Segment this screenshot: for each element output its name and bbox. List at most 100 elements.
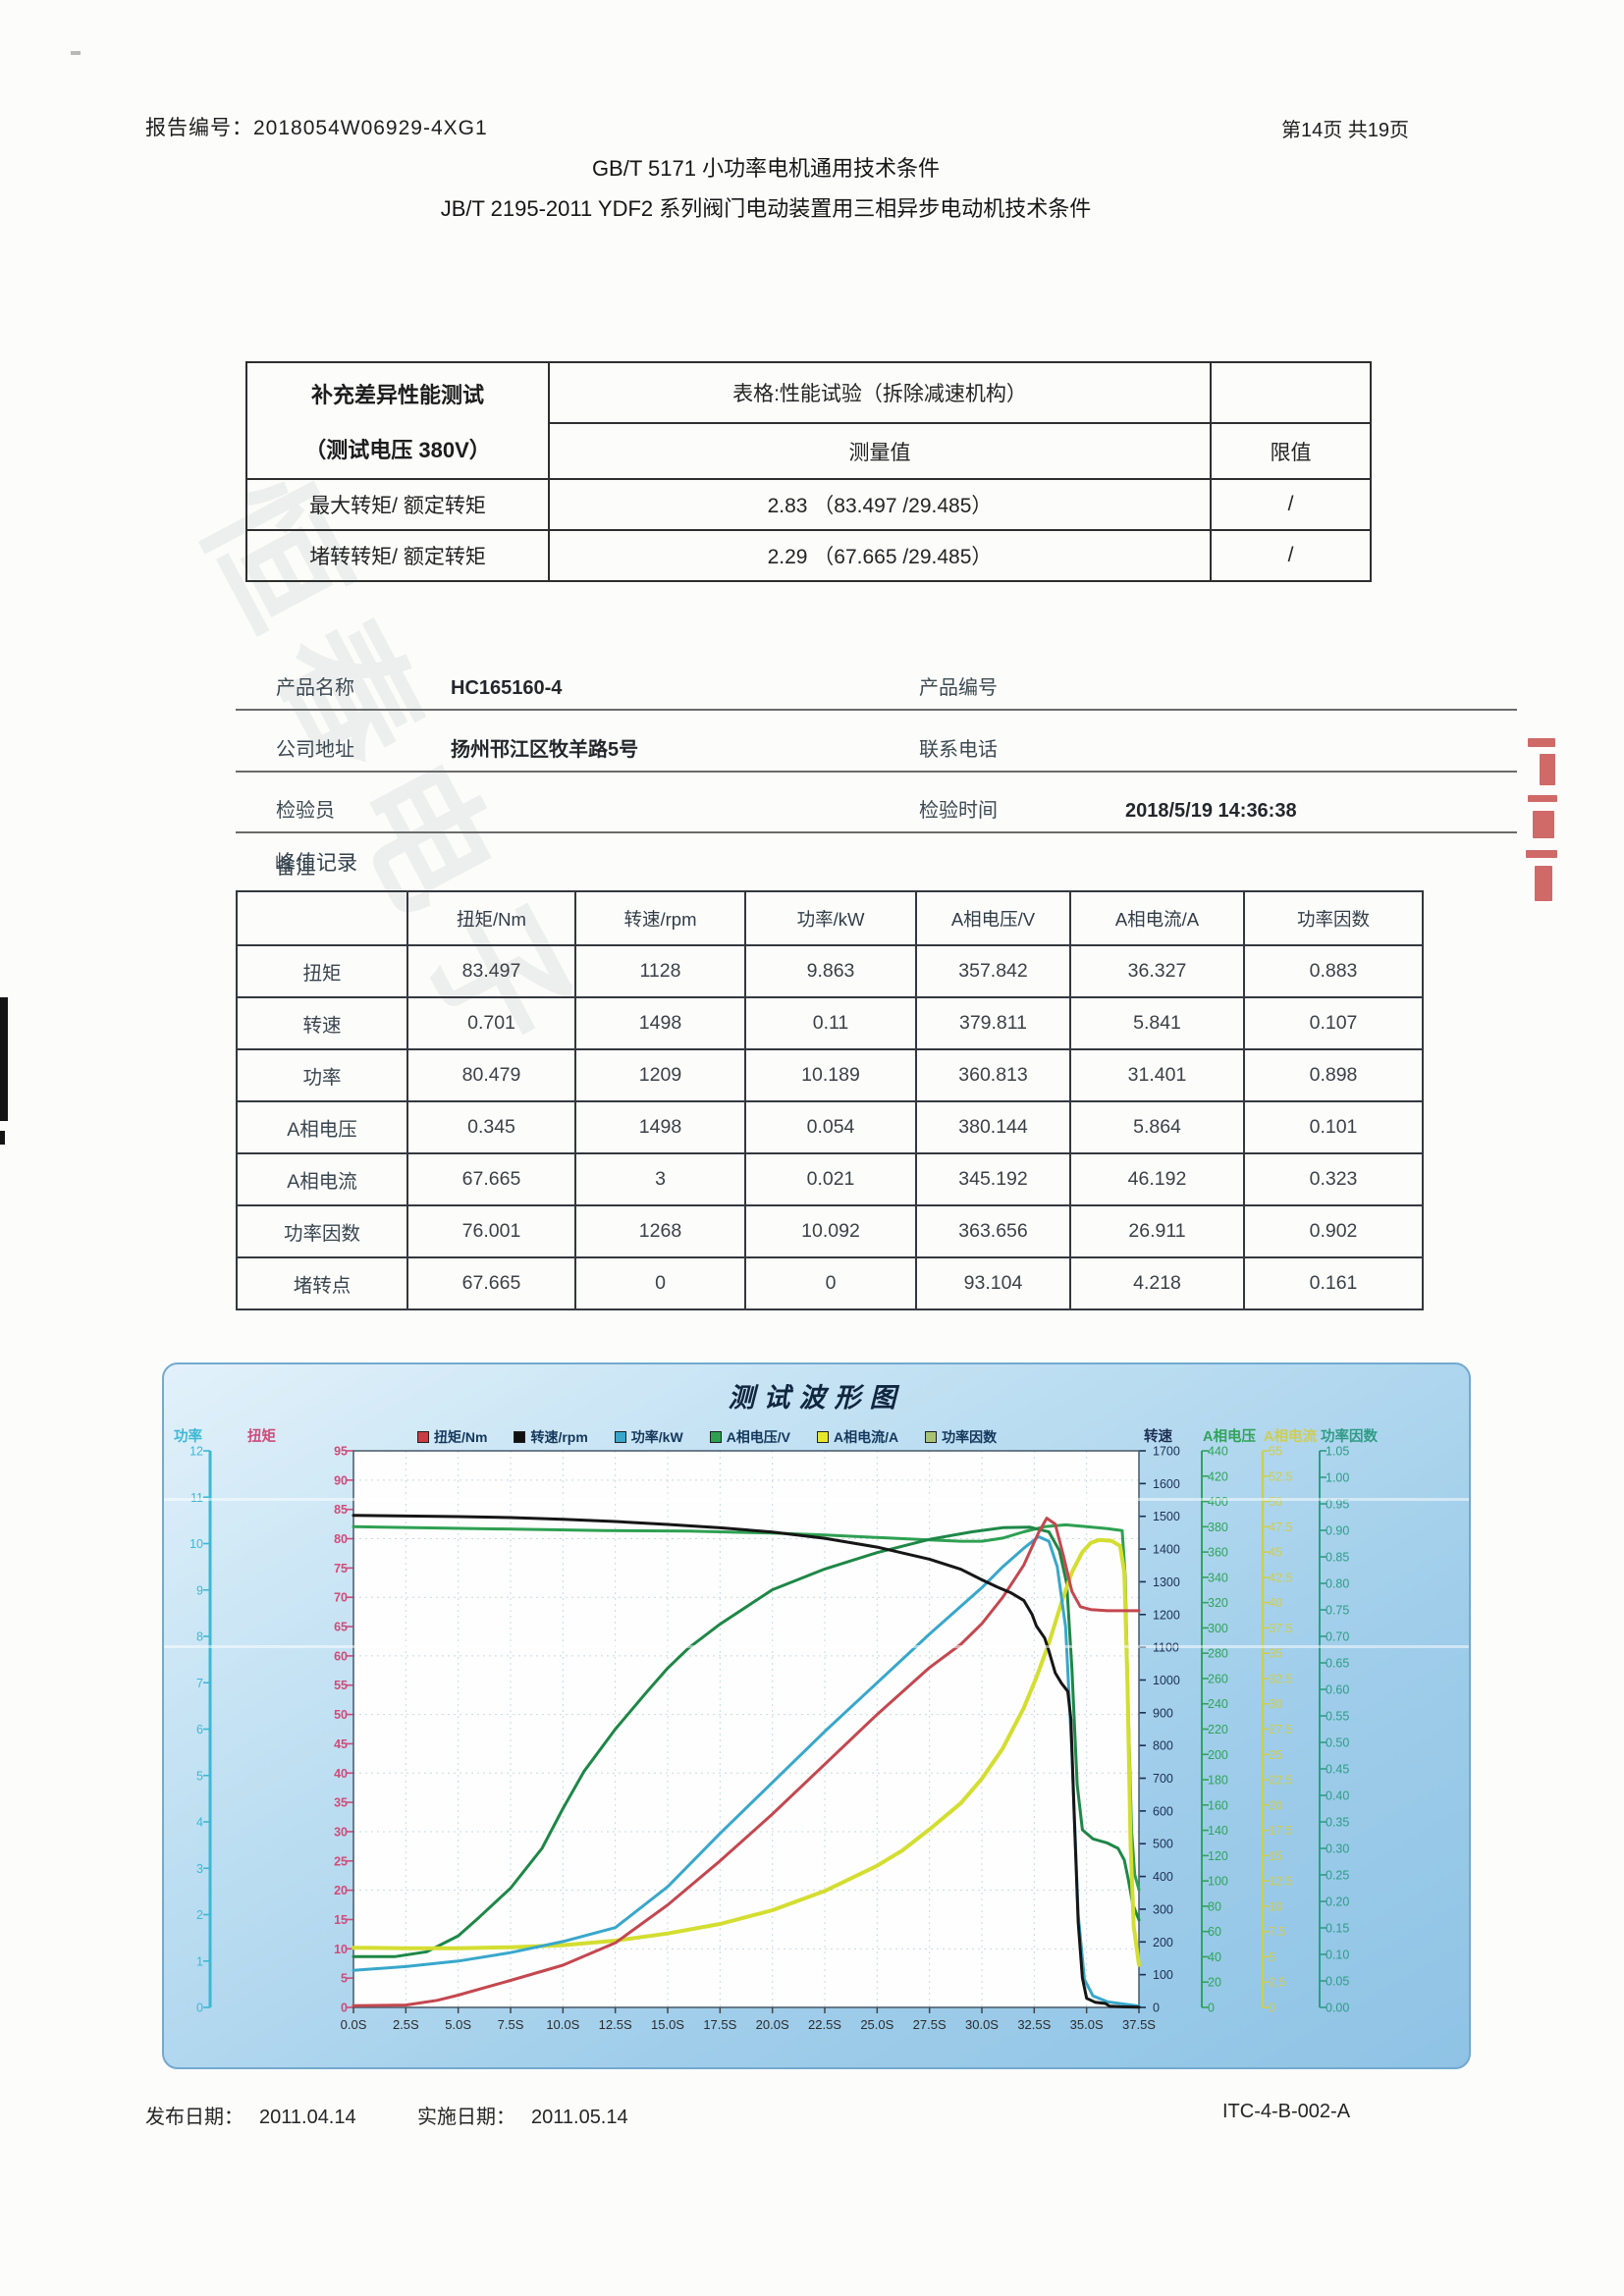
info-label: 产品名称 [276,677,354,699]
axis-tick-label: 25 [1269,1748,1282,1762]
legend-swatch-icon [514,1431,526,1443]
axis-tick-label: 5 [341,1972,348,1986]
peak-cell: 67.665 [406,1256,576,1310]
summary-header-left-line1: 补充差异性能测试 [310,382,484,407]
waveform-chart-panel: 0123456789101112051015202530354045505560… [162,1362,1471,2069]
axis-tick-label: 0.55 [1326,1710,1349,1724]
series-torque [352,1517,1141,2007]
axis-tick-label: 0 [196,2002,203,2015]
axis-tick-label: 0.25 [1326,1869,1349,1883]
axis-tick-label: 300 [1153,1902,1173,1916]
axis-tick-label: 440 [1208,1445,1228,1459]
peak-cell: 80.479 [406,1048,576,1102]
peak-cell: 357.842 [915,944,1071,998]
legend-swatch-icon [417,1431,429,1443]
info-label: 检验时间 [919,800,998,822]
axis-tick-label: 6 [196,1723,203,1736]
summary-header-table-name: 表格:性能试验（拆除减速机构） [548,361,1212,424]
chart-title: 测试波形图 [728,1383,905,1413]
axis-tick-label: 0.15 [1326,1922,1349,1936]
axis-tick-label: 55 [334,1679,348,1692]
peak-row: A相电流 67.665 3 0.021 345.192 46.192 0.323 [236,1152,1424,1206]
summary-row-measured: 2.83 （83.497 /29.485） [548,478,1212,531]
axis-tick-label: 300 [1208,1622,1228,1635]
axis-tick-label: 0.50 [1326,1736,1349,1750]
axis-tick-label: 22.5S [808,2017,841,2032]
peak-row-label: A相电流 [236,1152,408,1206]
axis-tick-label: 1.05 [1326,1445,1349,1459]
peak-cell: 46.192 [1069,1152,1245,1206]
peak-cell: 67.665 [406,1152,576,1206]
plot-border [352,1450,1140,2008]
scan-crease [164,1498,1469,1501]
peak-row: A相电压 0.345 1498 0.054 380.144 5.864 0.101 [236,1100,1424,1154]
axis-tick-label: 35 [334,1796,348,1810]
axis-tick-label: 420 [1208,1469,1228,1483]
info-row: 检验员 检验时间 2018/5/19 14:36:38 [236,782,1517,833]
peak-cell: 1209 [574,1048,746,1102]
axis-tick-label: 12.5 [1269,1875,1292,1889]
peak-cell: 0.101 [1243,1100,1424,1154]
peak-row-label: 功率因数 [236,1204,408,1258]
axis-tick-label: 2.5 [1269,1976,1285,1990]
peak-cell: 0.883 [1243,944,1424,998]
red-stamp-fragment [1526,850,1557,858]
summary-header-limit: 限值 [1210,422,1372,480]
series-current [352,1537,1141,1967]
peak-row: 功率 80.479 1209 10.189 360.813 31.401 0.898 [236,1048,1424,1102]
axis-tick-label: 340 [1208,1571,1228,1584]
axis-tick-label: 160 [1208,1798,1228,1812]
peak-column-header: A相电压/V [915,890,1071,946]
axis-tick-label: 35.0S [1070,2017,1104,2032]
peak-cell: 1498 [574,996,746,1050]
axis-tick-label: 85 [334,1503,348,1517]
info-value: 2018/5/19 14:36:38 [1125,800,1297,822]
peak-cell: 1268 [574,1204,746,1258]
axis-tick-label: 380 [1208,1521,1228,1534]
peak-cell: 5.864 [1069,1100,1245,1154]
red-stamp-fragment [1528,795,1557,802]
axis-tick-label: 65 [334,1621,348,1634]
info-row: 产品名称 HC165160-4 产品编号 [236,660,1517,711]
legend-label: 扭矩/Nm [434,1429,488,1445]
legend-item: A相电压/V [709,1427,790,1447]
peak-cell: 4.218 [1069,1256,1245,1310]
summary-row: 堵转转矩/ 额定转矩 2.29 （67.665 /29.485） / [245,529,1372,582]
plot-area [353,1451,1139,2007]
peak-cell: 0.021 [744,1152,917,1206]
axis-tick-label: 52.5 [1269,1469,1292,1483]
axis-tick-label: 7.5 [1269,1925,1285,1939]
report-number: 报告编号：2018054W06929-4XG1 [145,117,488,139]
axis-tick-label: 2 [196,1908,203,1922]
legend-label: 功率/kW [630,1429,683,1445]
legend-label: 功率因数 [942,1429,998,1445]
axis-tick-label: 1.00 [1326,1471,1349,1485]
axis-tick-label: 220 [1208,1723,1228,1736]
implement-date: 实施日期： 2011.05.14 [417,2101,628,2129]
info-label: 产品编号 [919,677,998,699]
axis-tick-label: 40 [334,1767,348,1781]
publish-date-value: 2011.04.14 [259,2107,356,2128]
axis-tick-label: 240 [1208,1697,1228,1711]
axis-tick-label: 200 [1208,1748,1228,1762]
axis-tick-label: 1400 [1153,1543,1180,1557]
info-label: 公司地址 [276,739,354,761]
axis-tick-label: 0.40 [1326,1789,1349,1803]
axis-tick-label: 10 [1269,1899,1282,1913]
scan-edge-bar [0,997,8,1121]
legend-item: 扭矩/Nm [417,1427,487,1447]
peak-cell: 83.497 [406,944,576,998]
axis-tick-label: 600 [1153,1804,1173,1818]
info-row: 备注 [236,844,1517,888]
scan-crease [164,1645,1469,1648]
peak-cell: 26.911 [1069,1204,1245,1258]
axis-tick-label: 800 [1153,1739,1173,1753]
power-axis-name: 功率 [174,1429,202,1445]
summary-row-limit: / [1210,478,1372,531]
peak-row-label: 堵转点 [236,1256,408,1310]
red-stamp-fragment [1535,866,1552,901]
axis-tick-label: 12 [189,1445,203,1459]
summary-row-limit: / [1210,529,1372,582]
summary-table: 补充差异性能测试 （测试电压 380V） 表格:性能试验（拆除减速机构） 测量值… [245,361,1372,582]
